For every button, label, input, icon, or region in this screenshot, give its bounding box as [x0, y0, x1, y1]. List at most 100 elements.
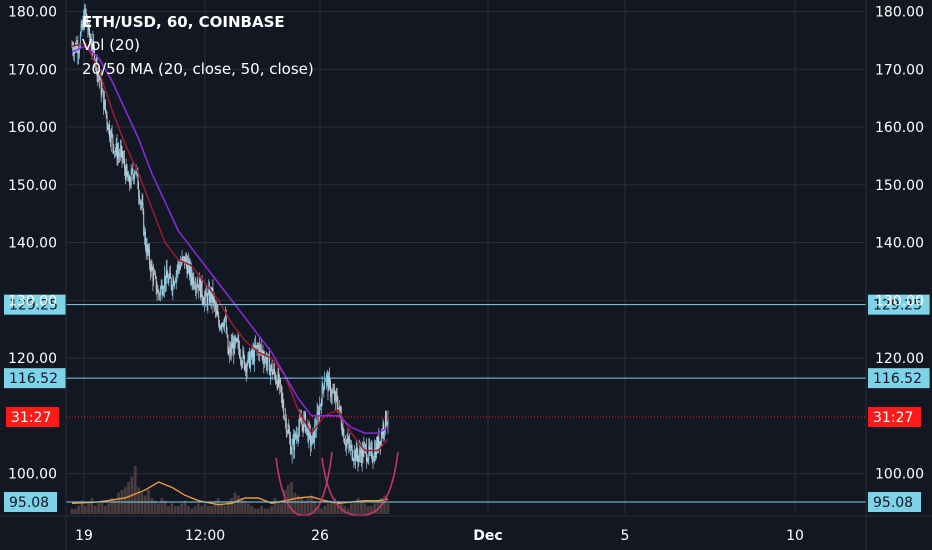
- volume-bar: [356, 498, 360, 514]
- candle: [253, 350, 255, 362]
- volume-bar: [167, 506, 170, 514]
- candle: [285, 418, 287, 433]
- candle: [190, 266, 192, 278]
- candle: [104, 99, 106, 111]
- volume-bar: [213, 500, 217, 514]
- candle: [119, 153, 120, 156]
- candle: [266, 362, 268, 367]
- volume-bar: [83, 506, 87, 514]
- candle: [301, 424, 303, 426]
- candle: [308, 426, 310, 441]
- candle: [339, 406, 341, 409]
- candle: [189, 260, 191, 277]
- candle: [159, 288, 161, 296]
- candle: [175, 273, 177, 281]
- candle: [297, 437, 299, 438]
- volume-bar: [200, 506, 204, 514]
- candle: [104, 99, 105, 110]
- candle: [241, 363, 243, 365]
- candle: [167, 277, 169, 284]
- candle: [110, 131, 112, 143]
- svg-text:116.52: 116.52: [873, 371, 922, 387]
- candle: [161, 284, 163, 295]
- candle: [139, 195, 140, 203]
- candle: [239, 357, 241, 359]
- candle: [103, 91, 105, 110]
- candle: [219, 323, 221, 329]
- level-tag-left: 116.52: [4, 368, 66, 389]
- candle: [372, 460, 374, 462]
- candle: [140, 201, 142, 205]
- volume-bar: [180, 503, 184, 514]
- candle: [130, 170, 132, 186]
- candle: [122, 157, 124, 160]
- candle: [323, 387, 325, 389]
- candle: [333, 391, 335, 393]
- candle: [368, 445, 370, 459]
- candle: [371, 448, 373, 461]
- candle: [272, 372, 274, 375]
- candle: [108, 125, 110, 130]
- candle: [295, 435, 297, 438]
- candle: [378, 437, 380, 449]
- candle: [177, 263, 179, 271]
- candle: [369, 445, 371, 451]
- candle: [224, 316, 226, 318]
- candle: [216, 309, 218, 315]
- candle: [95, 58, 97, 64]
- candle: [263, 358, 265, 364]
- volume-bar: [266, 508, 270, 514]
- candle: [330, 396, 332, 398]
- y-tick-label-left: 130.00: [8, 293, 57, 309]
- candle: [189, 266, 191, 277]
- candle: [84, 8, 85, 28]
- candle: [259, 344, 261, 355]
- symbol-title[interactable]: ETH/USD, 60, COINBASE: [82, 13, 285, 31]
- candle: [114, 151, 115, 153]
- candle: [271, 364, 273, 375]
- volume-bar: [77, 506, 81, 514]
- candle: [204, 297, 206, 305]
- y-tick-label-right: 140.00: [875, 236, 924, 252]
- candle: [75, 43, 77, 52]
- candle: [205, 291, 207, 297]
- candle: [290, 453, 292, 455]
- candle: [154, 273, 155, 275]
- candle: [259, 344, 261, 347]
- candle: [338, 408, 340, 411]
- candle: [300, 418, 301, 420]
- candle: [279, 379, 281, 385]
- volume-bar: [233, 492, 237, 514]
- volume-indicator-label[interactable]: Vol (20): [82, 36, 141, 54]
- candle: [276, 382, 278, 388]
- volume-bar: [310, 495, 313, 514]
- candle: [126, 165, 128, 175]
- candle: [144, 231, 146, 248]
- candle: [145, 247, 147, 254]
- volume-bar: [226, 500, 230, 514]
- candle: [154, 274, 156, 277]
- candle: [89, 37, 91, 42]
- candle: [114, 151, 116, 153]
- candle: [188, 260, 190, 264]
- candle: [321, 384, 323, 406]
- volume-bar: [137, 487, 140, 514]
- candle: [320, 404, 321, 406]
- ma-indicator-label[interactable]: 20/50 MA (20, close, 50, close): [82, 60, 314, 78]
- candle: [325, 380, 326, 382]
- candle: [362, 447, 364, 457]
- candle: [132, 169, 134, 176]
- candle: [87, 24, 89, 31]
- candle: [264, 356, 266, 360]
- x-tick-label: Dec: [473, 528, 502, 544]
- level-tag-left: 95.08: [4, 491, 57, 512]
- candle: [357, 455, 359, 462]
- candle: [258, 345, 260, 355]
- candle: [183, 256, 185, 258]
- candle: [158, 290, 160, 295]
- candle: [172, 279, 174, 291]
- candle: [228, 353, 230, 355]
- candle: [288, 428, 290, 434]
- volume-bar: [320, 508, 323, 514]
